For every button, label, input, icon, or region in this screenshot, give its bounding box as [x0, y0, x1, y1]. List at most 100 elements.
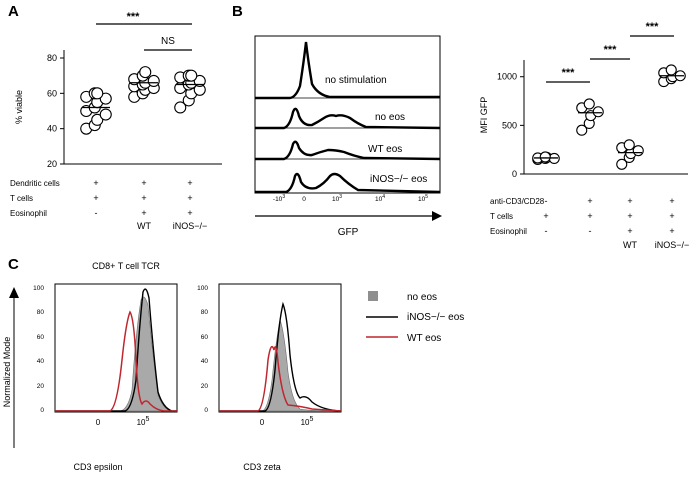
panel-b-row-label-cd3: anti-CD3/CD28 — [490, 197, 545, 206]
cd3e-hist-wt-eos — [55, 310, 177, 412]
legend-label-no-eos: no eos — [407, 292, 437, 303]
panel-a-sig-1: *** — [127, 11, 141, 23]
panel-b-mark: + — [627, 226, 632, 236]
panel-b-conditions: anti-CD3/CD28 T cells Eosinophil - + + +… — [490, 196, 689, 250]
cd3e-xtick: 0 — [96, 418, 101, 427]
panel-a-row-label-tcells: T cells — [10, 194, 33, 203]
hist-wt-eos — [255, 140, 441, 161]
cd3-zeta-frame — [218, 283, 342, 413]
panel-b-mark: + — [627, 196, 632, 206]
gfp-arrow-head — [432, 211, 442, 221]
panel-b-mark: - — [589, 226, 592, 236]
panel-c-ylabel: Normalized Mode — [2, 337, 12, 408]
panel-b-mark: + — [669, 196, 674, 206]
panel-a-data-point — [139, 66, 152, 79]
panel-b-hist-frame — [254, 35, 441, 194]
cd3z-hist-no-eos — [219, 318, 342, 412]
panel-b-hist-xticks: -103 0 103 104 105 — [273, 194, 428, 203]
panel-a-sig-2: NS — [161, 36, 175, 47]
cd3z-xtick-exp: 5 — [310, 416, 314, 423]
cd3z-ytick: 80 — [201, 309, 209, 316]
panel-a-data-point — [91, 87, 104, 100]
panel-b-data-point — [583, 98, 595, 110]
panel-c-title: CD8+ T cell TCR — [92, 261, 160, 271]
panel-b-data-point — [616, 158, 628, 170]
panel-b-data-point — [592, 106, 604, 118]
panel-a-mark: + — [93, 178, 98, 188]
panel-c-letter: C — [8, 256, 19, 273]
panel-b-ytick-label: 0 — [512, 169, 517, 179]
panel-b-mark: + — [669, 211, 674, 221]
panel-c-plot-cd3-epsilon: 100 80 60 40 20 0 0 105 CD3 epsilon — [33, 283, 178, 472]
panel-a-plot: % viable *** NS 20 40 60 80 — [14, 11, 222, 169]
legend-label-wt-eos: WT eos — [407, 333, 441, 344]
panel-a-data-point — [193, 74, 206, 88]
panel-a-ytick-label: 20 — [47, 159, 57, 169]
cd3e-ytick: 60 — [37, 334, 45, 341]
panel-b-mark: - — [545, 196, 548, 206]
cd3e-hist-inos-eos — [55, 288, 177, 412]
panel-b-group-wt: WT — [623, 240, 637, 250]
hist-xtick: 105 — [418, 194, 428, 203]
cd3z-xtick: 105 — [301, 416, 314, 427]
panel-a-data-point — [99, 92, 112, 105]
panel-b-data-point — [576, 124, 588, 136]
cd3z-hist-inos-eos — [219, 301, 342, 412]
panel-a-mark: + — [141, 193, 146, 203]
panel-b-row-label-tcells: T cells — [490, 212, 513, 221]
cd3e-ytick: 100 — [33, 285, 44, 292]
hist-xtick: 0 — [302, 196, 306, 203]
cd3z-ytick: 0 — [204, 407, 208, 414]
hist-xtick: 103 — [332, 194, 342, 203]
normalized-mode-arrow-head — [9, 287, 19, 298]
hist-xtick: 104 — [375, 194, 385, 203]
panel-b-mark: + — [543, 211, 548, 221]
panel-b-sig-2: *** — [604, 44, 618, 56]
panel-c-plot-cd3-zeta: 100 80 60 40 20 0 0 105 CD3 zeta — [197, 283, 342, 472]
panel-a-group-wt: WT — [137, 221, 151, 231]
cd3z-ytick: 20 — [201, 383, 209, 390]
hist-label-no-eos: no eos — [375, 112, 405, 123]
legend-swatch-no-eos — [368, 291, 378, 301]
panel-a-ytick-label: 40 — [47, 124, 57, 134]
panel-a-group-inos: iNOS−/− — [173, 221, 208, 231]
hist-no-stimulation — [255, 41, 440, 100]
panel-b-ytick-label: 1000 — [497, 72, 517, 82]
cd3z-ytick: 100 — [197, 285, 208, 292]
panel-a-letter: A — [8, 3, 19, 20]
cd3z-hist-wt-eos — [219, 345, 342, 412]
cd3e-ytick: 80 — [37, 309, 45, 316]
panel-a-data-point — [147, 74, 160, 88]
panel-a-ylabel: % viable — [14, 90, 24, 124]
panel-b-data-point — [632, 145, 644, 157]
panel-b-mark: + — [587, 211, 592, 221]
panel-a-data-point — [174, 101, 187, 114]
panel-a-mark: + — [93, 193, 98, 203]
cd3z-ytick: 60 — [201, 334, 209, 341]
cd3-epsilon-frame — [54, 283, 178, 413]
legend-label-inos-eos: iNOS−/− eos — [407, 312, 464, 323]
panel-a-row-label-eos: Eosinophil — [10, 209, 47, 218]
panel-b-data-point — [539, 151, 551, 163]
cd3z-xlabel: CD3 zeta — [243, 462, 281, 472]
panel-b-histogram-stack: no stimulation no eos WT eos iNOS−/− eos… — [254, 35, 442, 238]
panel-a-data-point — [185, 69, 198, 82]
panel-b-mark: + — [587, 196, 592, 206]
panel-a-row-label-dc: Dendritic cells — [10, 179, 60, 188]
panel-b-sig-1: *** — [562, 67, 576, 79]
hist-no-eos — [255, 107, 441, 130]
hist-label-wt-eos: WT eos — [368, 144, 402, 155]
cd3e-ytick: 40 — [37, 358, 45, 365]
cd3z-xtick: 0 — [260, 418, 265, 427]
panel-a-mark: - — [95, 208, 98, 218]
panel-b-ytick-label: 500 — [502, 120, 517, 130]
cd3e-xtick-exp: 5 — [146, 416, 150, 423]
cd3e-ytick: 0 — [40, 407, 44, 414]
panel-b-mark: + — [669, 226, 674, 236]
panel-b-scatter-plot: MFI GFP *** *** *** 0 500 1000 — [479, 21, 688, 179]
hist-label-inos-eos: iNOS−/− eos — [370, 174, 427, 185]
cd3e-xtick: 105 — [137, 416, 150, 427]
panel-a-mark: + — [141, 178, 146, 188]
panel-b-group-inos: iNOS−/− — [655, 240, 690, 250]
